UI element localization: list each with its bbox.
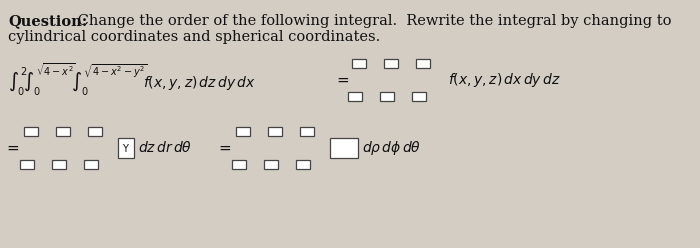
Bar	[24, 127, 38, 136]
Bar	[118, 138, 134, 158]
Bar	[20, 160, 34, 169]
Bar	[52, 160, 66, 169]
Text: $\Upsilon$: $\Upsilon$	[122, 142, 130, 154]
Bar	[380, 92, 394, 101]
Text: $=$: $=$	[216, 141, 232, 155]
Bar	[300, 127, 314, 136]
Bar	[232, 160, 246, 169]
Text: $dz\,dr\,d\theta$: $dz\,dr\,d\theta$	[138, 141, 192, 155]
Bar	[268, 127, 282, 136]
Bar	[264, 160, 278, 169]
Text: Change the order of the following integral.  Rewrite the integral by changing to: Change the order of the following integr…	[73, 14, 671, 28]
Bar	[236, 127, 250, 136]
Text: $f(x,y,z)\,dx\,dy\,dz$: $f(x,y,z)\,dx\,dy\,dz$	[448, 71, 561, 89]
Bar	[296, 160, 310, 169]
Text: $=$: $=$	[4, 141, 20, 155]
Text: cylindrical coordinates and spherical coordinates.: cylindrical coordinates and spherical co…	[8, 30, 380, 44]
Bar	[352, 59, 366, 68]
Bar	[384, 59, 398, 68]
Bar	[416, 59, 430, 68]
Text: $\int_0^2\!\int_0^{\sqrt{4-x^2}}\!\int_0^{\sqrt{4-x^2-y^2}}\! f(x,y,z)\,dz\,dy\,: $\int_0^2\!\int_0^{\sqrt{4-x^2}}\!\int_0…	[8, 62, 255, 98]
Text: $=$: $=$	[334, 73, 350, 87]
Bar	[84, 160, 98, 169]
Bar	[56, 127, 70, 136]
Bar	[330, 138, 358, 158]
Bar	[88, 127, 102, 136]
Bar	[348, 92, 362, 101]
Text: $d\rho\,d\phi\,d\theta$: $d\rho\,d\phi\,d\theta$	[362, 139, 421, 157]
Text: Question:: Question:	[8, 14, 88, 28]
Bar	[412, 92, 426, 101]
